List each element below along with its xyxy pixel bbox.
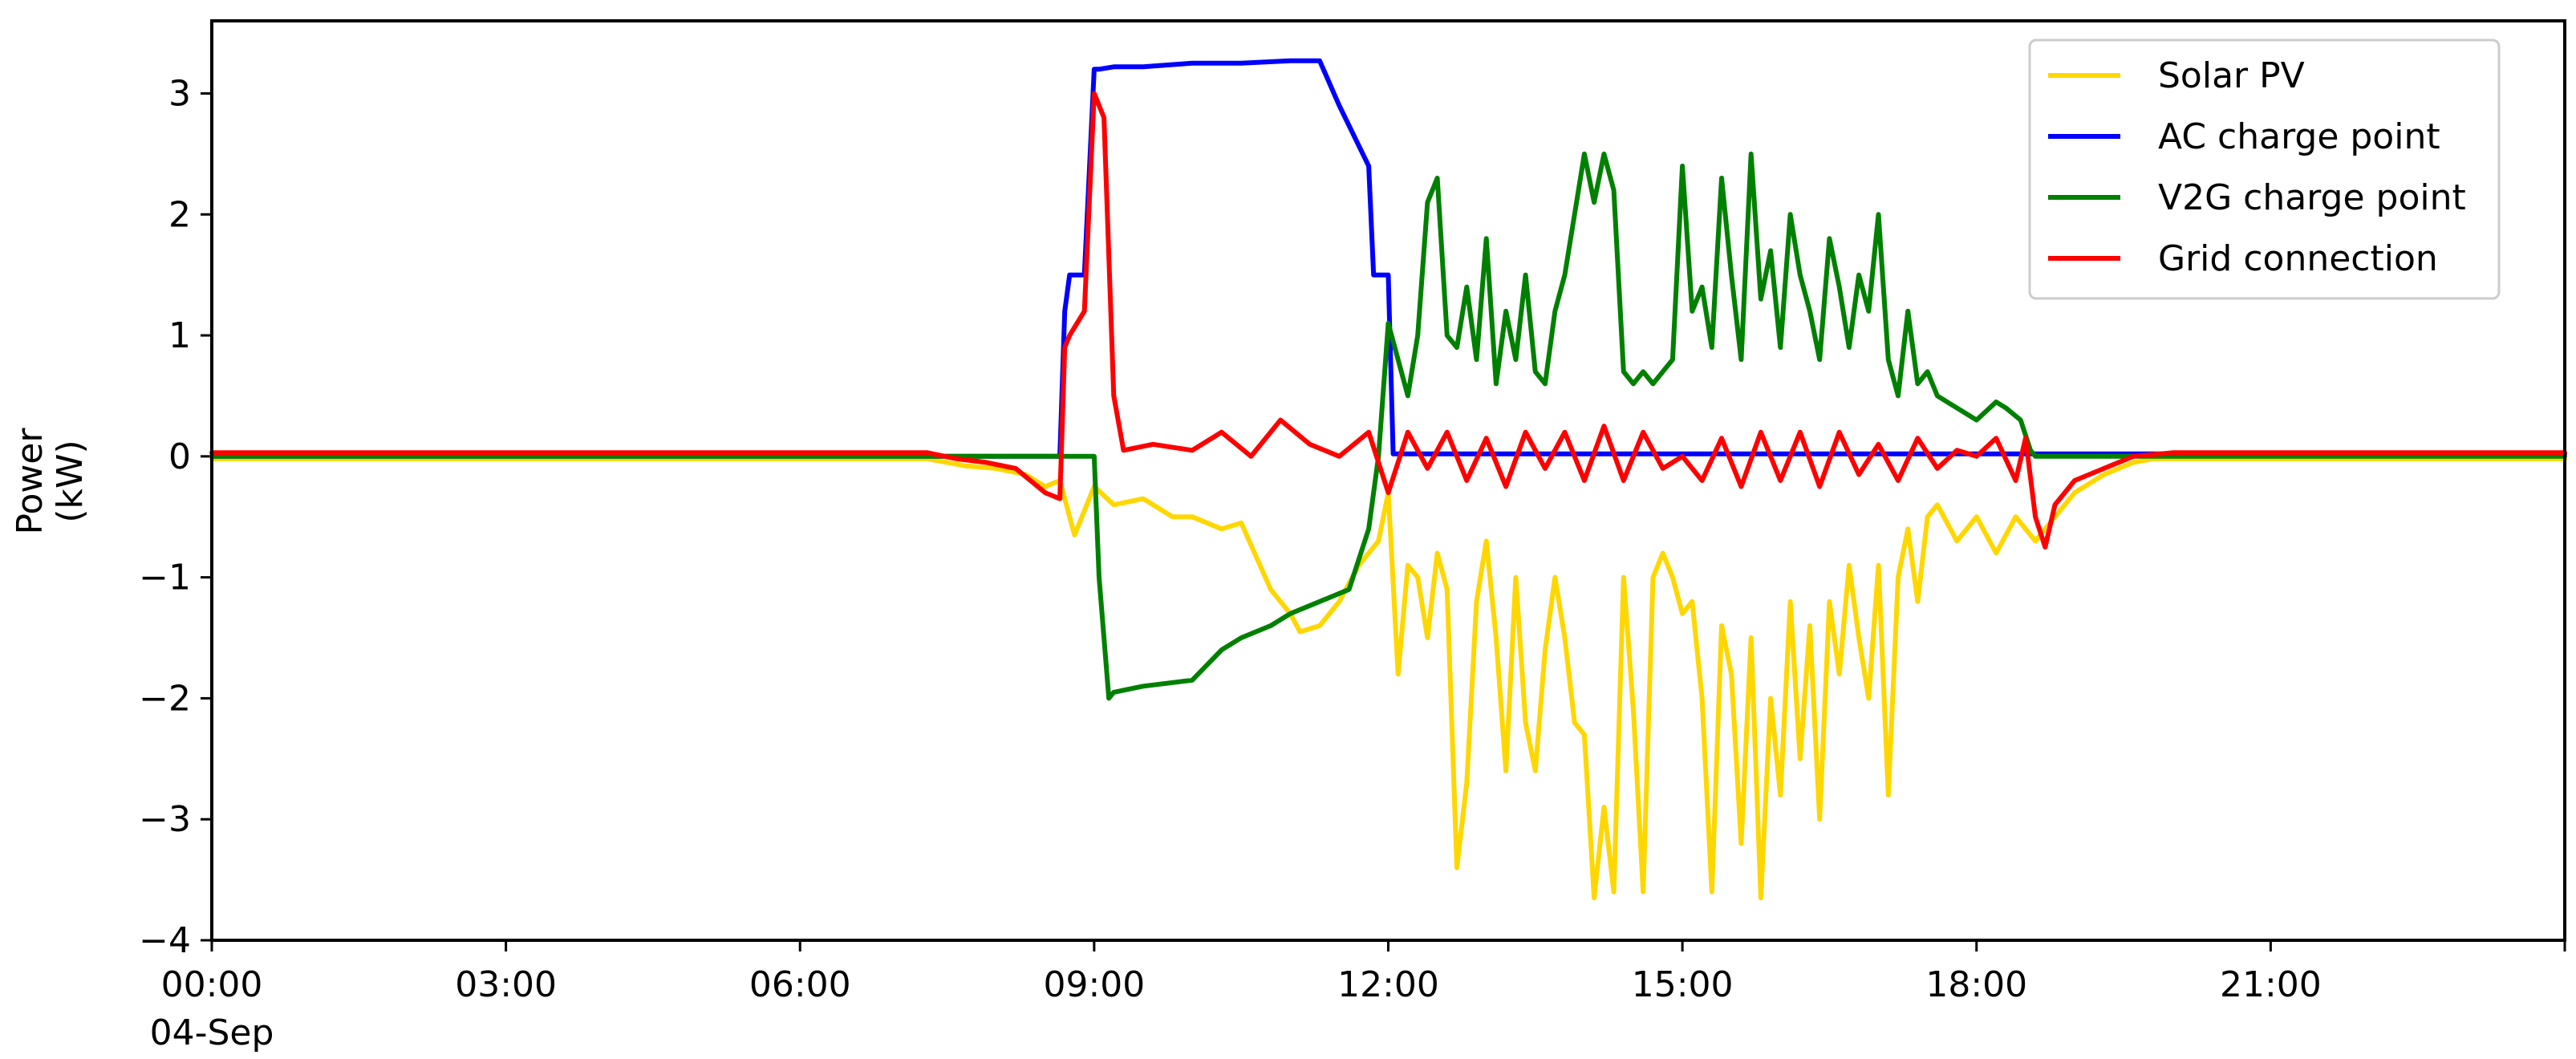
x-tick-label: 15:00 [1632,964,1734,1005]
x-tick-label: 09:00 [1043,964,1145,1005]
plot-frame [210,19,2566,942]
x-tick-label: 18:00 [1925,964,2027,1005]
y-tick-label: 2 [168,194,191,235]
y-axis-title-line2: (kW) [50,440,91,522]
series-line-v2g-charge-point [209,151,2567,701]
plot-lines [209,58,2567,901]
y-tick-label: −3 [139,799,191,840]
y-tick-label: −4 [139,920,191,961]
x-tick-label: 21:00 [2220,964,2322,1005]
y-tick-label: 3 [168,73,191,114]
series-line-grid-connection [209,91,2567,550]
series-line-solar-pv [209,456,2567,901]
y-tick-label: −1 [139,558,191,598]
y-tick-label: 0 [168,436,191,477]
y-tick-label: 1 [168,315,191,356]
legend-label-solar-pv: Solar PV [2158,55,2305,96]
x-tick-label: 00:00 [161,964,263,1005]
legend-label-ac-charge-point: AC charge point [2158,116,2440,157]
legend: Solar PV AC charge point V2G charge point G… [2028,39,2501,300]
x-tick-date-label: 04-Sep [150,1012,274,1053]
x-axis: 04-Sep 00:00 03:00 06:00 09:00 12:00 15:00 18:… [150,940,2566,1053]
y-tick-label: −2 [139,678,191,719]
legend-label-grid-connection: Grid connection [2158,238,2438,279]
y-axis-title-line1: Power [10,428,51,535]
legend-label-v2g-charge-point: V2G charge point [2158,177,2466,218]
legend-box [2028,39,2501,300]
x-tick-label: 12:00 [1337,964,1439,1005]
y-axis: −4 −3 −2 −1 0 1 2 3 [139,73,212,961]
y-axis-title: Power (kW) [10,428,91,535]
x-tick-label: 06:00 [749,964,851,1005]
series-line-ac-charge-point [209,58,2567,459]
x-tick-label: 03:00 [455,964,557,1005]
